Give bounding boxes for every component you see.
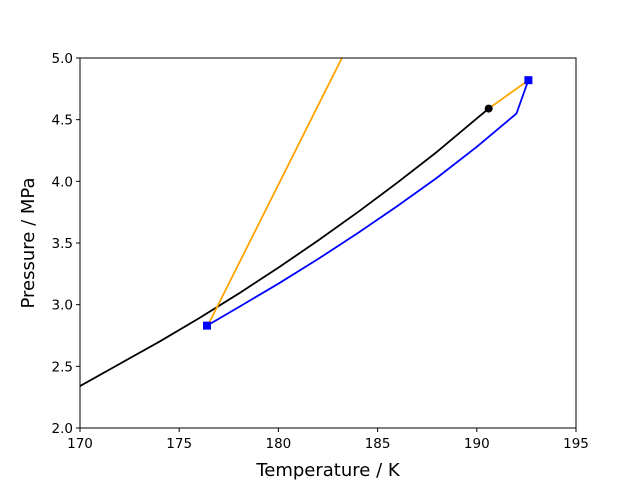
series-line-0 xyxy=(80,107,490,388)
series-line-3 xyxy=(487,78,530,110)
series-line-2 xyxy=(207,58,343,325)
series-layer xyxy=(80,58,530,388)
y-tick-label: 2.5 xyxy=(52,359,73,375)
x-axis-label: Temperature / K xyxy=(255,460,401,480)
x-axis-ticks: 170 175 180 185 190 195 xyxy=(67,428,589,452)
marker-circle-0 xyxy=(484,104,493,113)
x-tick-label: 175 xyxy=(166,436,192,452)
y-tick-label: 5.0 xyxy=(52,51,73,67)
y-tick-label: 4.0 xyxy=(52,174,73,190)
y-tick-label: 3.5 xyxy=(52,236,73,252)
marker-layer xyxy=(202,76,533,330)
series-line-1 xyxy=(205,79,530,327)
x-tick-label: 190 xyxy=(464,436,490,452)
x-tick-label: 170 xyxy=(67,436,93,452)
marker-square-1 xyxy=(202,321,211,330)
y-tick-label: 3.0 xyxy=(52,298,73,314)
y-axis-ticks: 2.0 2.5 3.0 3.5 4.0 4.5 5.0 xyxy=(52,51,80,437)
x-tick-label: 180 xyxy=(266,436,292,452)
x-tick-label: 195 xyxy=(563,436,589,452)
x-tick-label: 185 xyxy=(365,436,391,452)
y-tick-label: 4.5 xyxy=(52,113,73,129)
y-tick-label: 2.0 xyxy=(52,421,73,437)
y-axis-label: Pressure / MPa xyxy=(18,178,39,309)
marker-square-2 xyxy=(524,76,533,85)
plot-frame xyxy=(79,57,577,429)
